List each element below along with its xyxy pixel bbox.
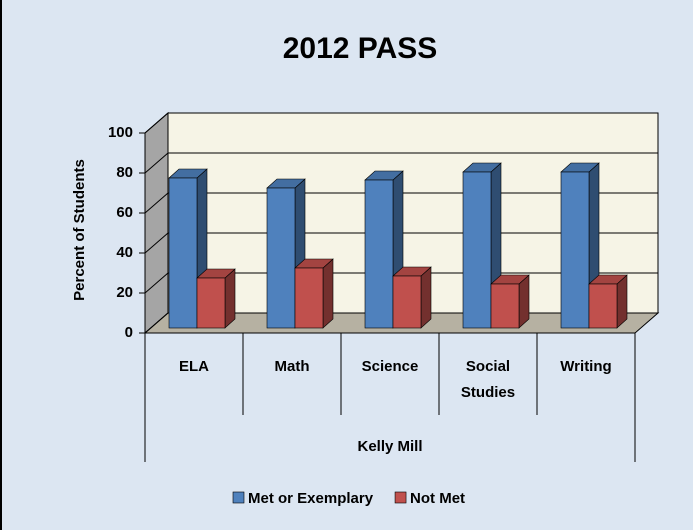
x-tick-label: Math — [274, 358, 310, 375]
bar-side — [420, 266, 432, 329]
x-tick-label: ELA — [179, 358, 209, 375]
bar-side — [322, 258, 334, 329]
chart-title: 2012 PASS — [283, 32, 438, 65]
y-tick-label: 80 — [116, 164, 133, 181]
y-tick-label: 0 — [125, 324, 133, 341]
grid-line — [144, 232, 169, 254]
bar — [588, 283, 618, 329]
y-tick-label: 60 — [116, 204, 133, 221]
bar — [462, 171, 492, 329]
legend-label: Met or Exemplary — [248, 490, 374, 507]
x-tick-label: Science — [361, 358, 419, 375]
y-tick-label: 40 — [116, 244, 133, 261]
grid-line — [144, 312, 169, 334]
grid-line — [144, 192, 169, 214]
grid-line — [144, 152, 169, 174]
bar — [196, 277, 226, 329]
left-wall — [144, 111, 169, 335]
x-tick-label: Writing — [560, 358, 612, 375]
legend-swatch — [394, 491, 407, 504]
y-axis-label: Percent of Students — [71, 159, 88, 301]
group-label: Kelly Mill — [357, 438, 422, 455]
bar — [560, 171, 590, 329]
bar — [392, 275, 422, 329]
y-tick-label: 100 — [108, 124, 133, 141]
legend-swatch — [232, 491, 245, 504]
bar — [364, 179, 394, 329]
x-tick-label: Social Studies — [460, 358, 516, 401]
bar — [266, 187, 296, 329]
y-tick-label: 20 — [116, 284, 133, 301]
legend-label: Not Met — [410, 490, 465, 507]
bar-side — [224, 268, 236, 329]
bar — [490, 283, 520, 329]
grid-line — [144, 272, 169, 294]
grid-line — [144, 112, 169, 134]
bar — [168, 177, 198, 329]
bar — [294, 267, 324, 329]
